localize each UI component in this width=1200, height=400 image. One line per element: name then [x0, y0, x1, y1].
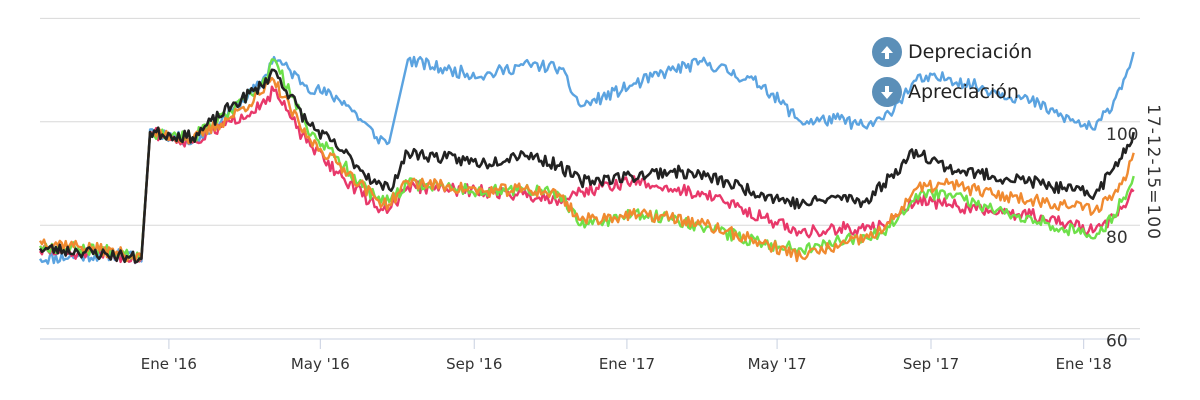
- x-tick-label: Ene '17: [599, 355, 655, 373]
- series-line-orange: [38, 76, 1135, 263]
- x-tick-label: Sep '17: [903, 355, 959, 373]
- y-axis-ticks: 60 80 100: [1106, 125, 1138, 352]
- arrow-up-circle-icon: [872, 37, 902, 67]
- series-line-pink: [38, 85, 1135, 264]
- y-tick-label: 80: [1106, 228, 1128, 248]
- legend-label-apreciacion: Apreciación: [908, 81, 1019, 103]
- x-axis-ticks: Ene '16 May '16 Sep '16 Ene '17 May '17 Sep '…: [141, 339, 1112, 373]
- x-tick-label: Ene '16: [141, 355, 197, 373]
- x-tick-label: May '16: [291, 355, 350, 373]
- y-tick-label: 100: [1106, 125, 1138, 145]
- legend: Depreciación Apreciación: [872, 32, 1092, 112]
- arrow-down-circle-icon: [872, 77, 902, 107]
- y-tick-label: 60: [1106, 332, 1128, 352]
- series-layer: [38, 51, 1135, 265]
- x-tick-label: Sep '16: [446, 355, 502, 373]
- legend-item-depreciacion[interactable]: Depreciación: [872, 32, 1092, 72]
- legend-label-depreciacion: Depreciación: [908, 41, 1033, 63]
- series-line-black: [38, 68, 1135, 264]
- legend-item-apreciacion[interactable]: Apreciación: [872, 72, 1092, 112]
- series-line-green: [38, 58, 1135, 262]
- x-tick-label: May '17: [748, 355, 807, 373]
- y-axis-title: 17-12-15=100: [1143, 104, 1163, 240]
- x-tick-label: Ene '18: [1056, 355, 1112, 373]
